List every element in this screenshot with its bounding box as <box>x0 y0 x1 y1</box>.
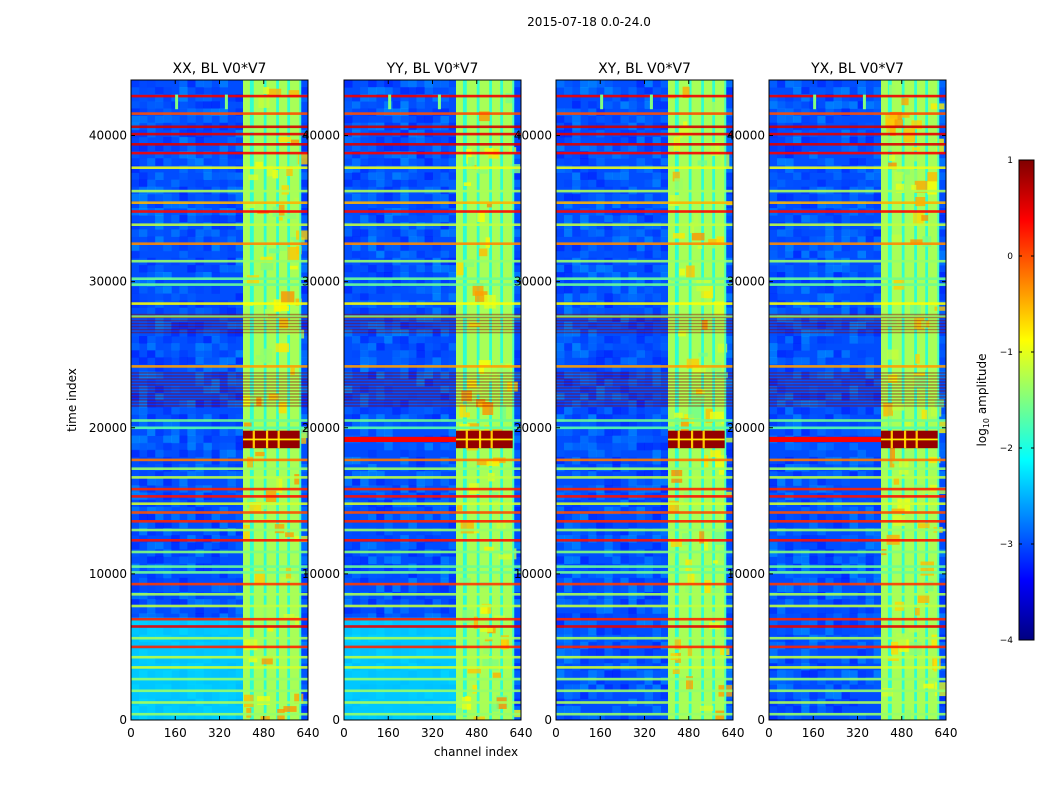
y-tick-label: 30000 <box>727 275 765 289</box>
y-tick-label: 30000 <box>302 275 340 289</box>
y-tick-label: 40000 <box>302 129 340 143</box>
x-tick-label: 640 <box>935 726 958 740</box>
x-tick-label: 320 <box>208 726 231 740</box>
panel-xy: 0 160 320 480 640 0 10000 20000 30000 40000 XY, BL… <box>514 61 745 740</box>
y-tick-label: 10000 <box>302 567 340 581</box>
panel-title: YX, BL V0*V7 <box>810 61 904 77</box>
panel-xx: 0 160 320 480 640 0 10000 20000 30000 40000 XX, BL… <box>89 61 320 740</box>
panel-title: XY, BL V0*V7 <box>598 61 691 77</box>
y-tick-label: 30000 <box>89 275 127 289</box>
x-tick-label: 320 <box>633 726 656 740</box>
panel-title: XX, BL V0*V7 <box>173 61 267 77</box>
colorbar-tick-label: 1 <box>1007 156 1013 166</box>
heatmap-image <box>131 80 308 720</box>
x-tick-label: 160 <box>377 726 400 740</box>
y-tick-label: 40000 <box>89 129 127 143</box>
panel-title: YY, BL V0*V7 <box>386 61 479 77</box>
colorbar: −4 −3 −2 −1 0 1 log10 amplitude <box>975 156 1035 646</box>
colorbar-tick-label: −4 <box>1000 636 1014 646</box>
y-axis-label: time index <box>65 368 79 432</box>
x-tick-label: 640 <box>297 726 320 740</box>
y-tick-label: 10000 <box>514 567 552 581</box>
y-tick-label: 10000 <box>89 567 127 581</box>
y-tick-label: 20000 <box>302 421 340 435</box>
x-tick-label: 640 <box>510 726 533 740</box>
x-tick-label: 480 <box>677 726 700 740</box>
x-tick-label: 0 <box>552 726 560 740</box>
x-tick-label: 320 <box>421 726 444 740</box>
y-tick-label: 10000 <box>727 567 765 581</box>
y-tick-label: 0 <box>332 713 340 727</box>
x-tick-label: 0 <box>765 726 773 740</box>
panel-yy: 0 160 320 480 640 0 10000 20000 30000 40000 YY, BL… <box>302 61 533 740</box>
colorbar-label: log10 amplitude <box>975 354 991 447</box>
x-axis-label: channel index <box>434 745 518 759</box>
y-tick-label: 0 <box>119 713 127 727</box>
colorbar-tick-label: 0 <box>1007 252 1013 262</box>
x-tick-label: 480 <box>890 726 913 740</box>
y-tick-label: 0 <box>544 713 552 727</box>
heatmap-image <box>344 80 521 720</box>
colorbar-tick-label: −2 <box>1000 444 1013 454</box>
heatmap-image <box>769 80 946 720</box>
y-tick-label: 20000 <box>727 421 765 435</box>
y-tick-label: 20000 <box>514 421 552 435</box>
y-tick-label: 40000 <box>514 129 552 143</box>
y-tick-label: 20000 <box>89 421 127 435</box>
colorbar-gradient <box>1018 159 1035 641</box>
panel-yx: 0 160 320 480 640 0 10000 20000 30000 40000 YX, BL… <box>727 61 958 740</box>
x-tick-label: 480 <box>465 726 488 740</box>
colorbar-tick-label: −1 <box>1000 348 1013 358</box>
y-tick-label: 0 <box>757 713 765 727</box>
x-tick-label: 0 <box>127 726 135 740</box>
x-tick-label: 160 <box>589 726 612 740</box>
figure-title: 2015-07-18 0.0-24.0 <box>527 15 651 29</box>
panels-group: 0 160 320 480 640 0 10000 20000 30000 40000 XX, BL… <box>89 61 958 740</box>
x-tick-label: 0 <box>340 726 348 740</box>
x-tick-label: 160 <box>164 726 187 740</box>
x-tick-label: 640 <box>722 726 745 740</box>
y-tick-label: 30000 <box>514 275 552 289</box>
heatmap-image <box>556 80 733 720</box>
x-tick-label: 480 <box>252 726 275 740</box>
colorbar-tick-label: −3 <box>1000 540 1013 550</box>
y-tick-label: 40000 <box>727 129 765 143</box>
x-tick-label: 320 <box>846 726 869 740</box>
x-tick-label: 160 <box>802 726 825 740</box>
